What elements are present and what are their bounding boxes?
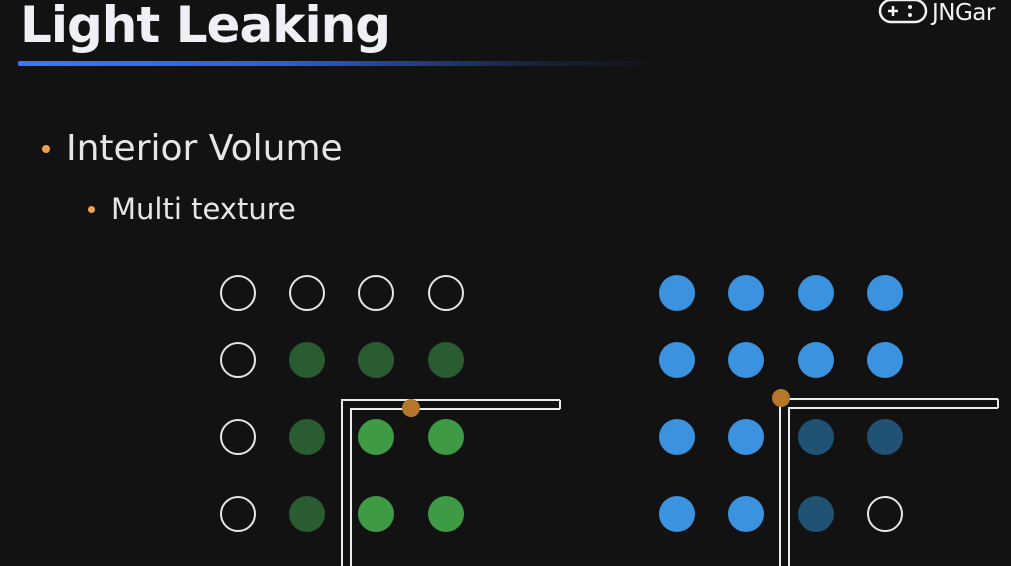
logo-text: JNGar: [932, 0, 995, 26]
probe-blue: [728, 419, 764, 455]
probe-bright-green: [358, 419, 394, 455]
gamepad-icon: [878, 0, 928, 28]
probe-blue: [728, 275, 764, 311]
probe-dark-green: [289, 419, 325, 455]
brand-logo: JNGar: [878, 0, 995, 26]
probe-bright-green: [358, 496, 394, 532]
probe-blue: [659, 496, 695, 532]
bullet-text: Multi texture: [111, 192, 296, 226]
probe-empty: [220, 275, 256, 311]
probe-empty: [358, 275, 394, 311]
bullet-level-1: Interior Volume: [42, 128, 343, 169]
probe-dark-green: [289, 342, 325, 378]
sample-point-left: [402, 399, 420, 417]
slide-title: Light Leaking: [20, 0, 391, 54]
probe-blue: [728, 342, 764, 378]
bullet-text: Interior Volume: [66, 128, 343, 169]
probe-dark-blue: [867, 419, 903, 455]
probe-dark-green: [428, 342, 464, 378]
probe-empty: [289, 275, 325, 311]
probe-bright-green: [428, 496, 464, 532]
probe-blue: [867, 275, 903, 311]
sample-point-right: [772, 389, 790, 407]
probe-empty: [428, 275, 464, 311]
left-wall-corner: [341, 399, 561, 566]
probe-blue: [728, 496, 764, 532]
probe-blue: [798, 275, 834, 311]
bullet-level-2: Multi texture: [88, 192, 296, 226]
probe-dark-blue: [798, 419, 834, 455]
probe-empty: [220, 419, 256, 455]
right-probe-grid: [659, 275, 903, 532]
probe-bright-green: [428, 419, 464, 455]
probe-blue: [659, 342, 695, 378]
bullet-dot: [42, 144, 50, 153]
bullet-dot: [88, 205, 95, 213]
left-probe-grid: [220, 275, 464, 532]
probe-blue: [659, 419, 695, 455]
probe-dark-green: [289, 496, 325, 532]
probe-blue: [659, 275, 695, 311]
probe-empty: [220, 342, 256, 378]
probe-dark-green: [358, 342, 394, 378]
title-underline: [18, 61, 668, 66]
probe-empty: [220, 496, 256, 532]
probe-blue: [867, 342, 903, 378]
probe-blue: [798, 342, 834, 378]
probe-dark-blue: [798, 496, 834, 532]
probe-empty: [867, 496, 903, 532]
